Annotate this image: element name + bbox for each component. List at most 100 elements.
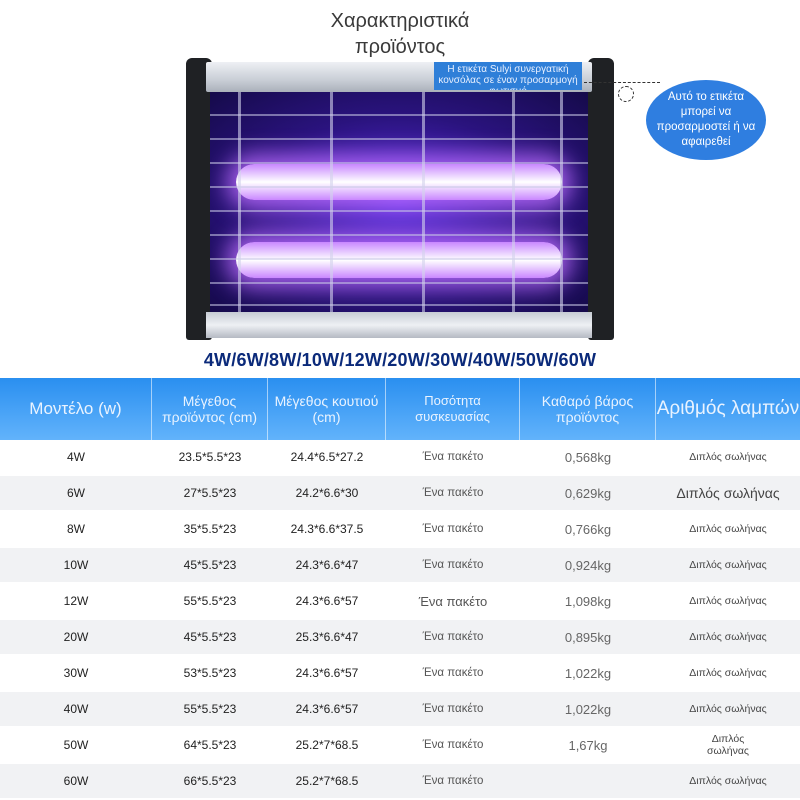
cell-model: 20W: [63, 630, 89, 644]
grid-bar: [210, 234, 588, 236]
cell-model: 50W: [63, 738, 89, 752]
cell-product-size: 27*5.5*23: [183, 486, 237, 500]
grid-bar: [210, 138, 588, 140]
product-image: Η ετικέτα Sulyi συνεργατική κονσόλας σε …: [186, 56, 614, 342]
grid-post: [330, 92, 333, 312]
grid-bar: [210, 162, 588, 164]
product-label-tag: Η ετικέτα Sulyi συνεργατική κονσόλας σε …: [434, 62, 582, 90]
cell-package: Ένα πακέτο: [422, 451, 484, 463]
cell-model: 30W: [63, 666, 89, 680]
cell-weight: 0,924kg: [564, 557, 612, 573]
cell-product-size: 55*5.5*23: [183, 702, 237, 716]
cell-weight: 0,568kg: [564, 449, 612, 465]
cell-lamps: Διπλός σωλήνας: [689, 451, 767, 463]
title-line-2: προϊόντος: [354, 36, 446, 58]
cell-product-size: 23.5*5.5*23: [178, 450, 242, 464]
table-row: 30W 53*5.5*23 24.3*6.6*57 Ένα πακέτο 1,0…: [0, 656, 800, 690]
cell-lamps: Διπλός σωλήνας: [689, 523, 767, 535]
header-model: Μοντέλο (w): [0, 378, 152, 440]
cell-package: Ένα πακέτο: [422, 667, 484, 679]
grid-bar: [210, 282, 588, 284]
cell-product-size: 55*5.5*23: [183, 594, 237, 608]
cell-weight: 0,766kg: [564, 521, 612, 537]
header-net-weight: Καθαρό βάρος προϊόντος: [520, 378, 656, 440]
table-row: 6W 27*5.5*23 24.2*6.6*30 Ένα πακέτο 0,62…: [0, 476, 800, 510]
cell-box-size: 24.3*6.6*57: [295, 702, 359, 716]
cell-product-size: 45*5.5*23: [183, 558, 237, 572]
cell-product-size: 45*5.5*23: [183, 630, 237, 644]
table-row: 8W 35*5.5*23 24.3*6.6*37.5 Ένα πακέτο 0,…: [0, 512, 800, 546]
label-note-bubble: Αυτό το ετικέτα μπορεί να προσαρμοστεί ή…: [646, 80, 766, 160]
cell-product-size: 53*5.5*23: [183, 666, 237, 680]
header-lamp-count: Αριθμός λαμπών: [656, 398, 800, 419]
cell-package: Ένα πακέτο: [418, 593, 488, 609]
cell-weight: 1,022kg: [564, 665, 612, 681]
header-box-size: Μέγεθος κουτιού (cm): [268, 378, 386, 440]
table-row: 4W 23.5*5.5*23 24.4*6.5*27.2 Ένα πακέτο …: [0, 440, 800, 474]
grid-bar: [210, 304, 588, 306]
grid-bar: [210, 258, 588, 260]
cell-weight: 1,67kg: [568, 737, 608, 753]
cell-model: 40W: [63, 702, 89, 716]
cell-box-size: 25.2*7*68.5: [295, 774, 359, 788]
table-row: 20W 45*5.5*23 25.3*6.6*47 Ένα πακέτο 0,8…: [0, 620, 800, 654]
wattage-list: 4W/6W/8W/10W/12W/20W/30W/40W/50W/60W: [203, 350, 597, 370]
cell-lamps: Διπλός σωλήνας: [707, 733, 749, 757]
cell-model: 6W: [67, 486, 85, 500]
uv-lamp-cage: [210, 92, 588, 312]
cell-weight: 1,022kg: [564, 701, 612, 717]
section-title: Χαρακτηριστικά προϊόντος: [0, 8, 800, 60]
cell-lamps: Διπλός σωλήνας: [689, 595, 767, 607]
title-line-1: Χαρακτηριστικά: [330, 10, 470, 32]
callout-leader-line: [584, 82, 660, 103]
cell-weight: 1,098kg: [564, 593, 612, 609]
table-row: 12W 55*5.5*23 24.3*6.6*57 Ένα πακέτο 1,0…: [0, 584, 800, 618]
cell-box-size: 24.3*6.6*57: [295, 594, 359, 608]
cell-box-size: 24.2*6.6*30: [295, 486, 359, 500]
cell-package: Ένα πακέτο: [422, 775, 484, 787]
header-package-qty: Ποσότητα συσκευασίας: [386, 378, 520, 440]
cell-model: 4W: [67, 450, 85, 464]
cell-box-size: 25.2*7*68.5: [295, 738, 359, 752]
right-end-cap: [588, 58, 614, 340]
header-product-size: Μέγεθος προϊόντος (cm): [152, 378, 268, 440]
cell-package: Ένα πακέτο: [422, 523, 484, 535]
cell-package: Ένα πακέτο: [422, 703, 484, 715]
cell-model: 10W: [63, 558, 89, 572]
grid-post: [422, 92, 425, 312]
uv-tube-lower: [236, 242, 562, 278]
table-header: Μοντέλο (w) Μέγεθος προϊόντος (cm) Μέγεθ…: [0, 378, 800, 440]
cell-box-size: 24.3*6.6*37.5: [290, 522, 364, 536]
table-row: 10W 45*5.5*23 24.3*6.6*47 Ένα πακέτο 0,9…: [0, 548, 800, 582]
cell-lamps: Διπλός σωλήνας: [689, 667, 767, 679]
cell-box-size: 25.3*6.6*47: [295, 630, 359, 644]
cell-model: 8W: [67, 522, 85, 536]
cell-package: Ένα πακέτο: [422, 739, 484, 751]
cell-weight: 0,629kg: [564, 485, 612, 501]
bottom-frame: [206, 312, 592, 338]
table-row: 60W 66*5.5*23 25.2*7*68.5 Ένα πακέτο Διπ…: [0, 764, 800, 798]
cell-lamps: Διπλός σωλήνας: [689, 631, 767, 643]
cell-box-size: 24.3*6.6*47: [295, 558, 359, 572]
cell-lamps: Διπλός σωλήνας: [689, 703, 767, 715]
grid-bar: [210, 210, 588, 212]
cell-lamps: Διπλός σωλήνας: [689, 559, 767, 571]
cell-lamps: Διπλός σωλήνας: [676, 485, 780, 501]
grid-bar: [210, 114, 588, 116]
cell-weight: [520, 764, 656, 798]
cell-weight: 0,895kg: [564, 629, 612, 645]
cell-package: Ένα πακέτο: [422, 487, 484, 499]
grid-post: [512, 92, 515, 312]
cell-package: Ένα πακέτο: [422, 559, 484, 571]
cell-product-size: 35*5.5*23: [183, 522, 237, 536]
cell-product-size: 66*5.5*23: [183, 774, 237, 788]
cell-model: 12W: [63, 594, 89, 608]
cell-lamps: Διπλός σωλήνας: [689, 775, 767, 787]
cell-product-size: 64*5.5*23: [183, 738, 237, 752]
uv-tube-upper: [236, 164, 562, 200]
grid-post: [560, 92, 563, 312]
cell-box-size: 24.4*6.5*27.2: [290, 450, 364, 464]
cell-box-size: 24.3*6.6*57: [295, 666, 359, 680]
cell-package: Ένα πακέτο: [422, 631, 484, 643]
grid-bar: [210, 186, 588, 188]
